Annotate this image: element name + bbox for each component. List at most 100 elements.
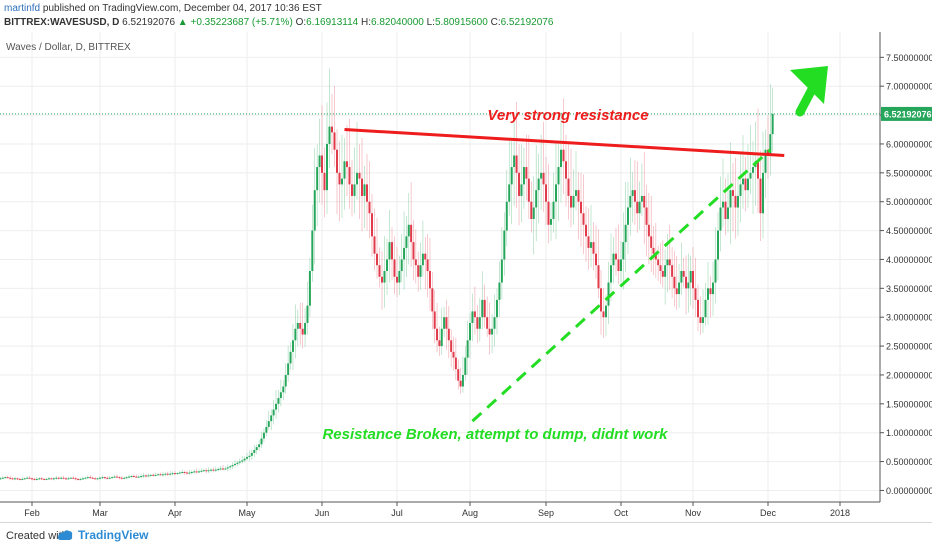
- candle-body: [440, 328, 443, 347]
- candle-body: [702, 317, 704, 323]
- candle-body: [289, 351, 292, 364]
- candle-body: [193, 471, 196, 473]
- candle-body: [682, 271, 685, 277]
- candle-body: [762, 172, 764, 214]
- candle-body: [417, 265, 420, 277]
- candle-body: [654, 253, 657, 260]
- candle-body: [65, 478, 67, 480]
- candle-body: [48, 478, 50, 480]
- candle-body: [125, 477, 128, 479]
- candle-body: [575, 190, 577, 196]
- candle-body: [481, 299, 484, 318]
- candle-body: [157, 474, 160, 476]
- candle-body: [386, 259, 388, 271]
- candle-body: [60, 477, 63, 479]
- candle-body: [678, 282, 681, 295]
- footer-bar: Created with TradingView: [0, 522, 932, 551]
- gridlines: [0, 32, 880, 502]
- candle-body: [522, 167, 525, 185]
- candle-body: [557, 167, 560, 185]
- candle-body: [673, 276, 676, 289]
- time-tick-label: Dec: [760, 508, 777, 518]
- candle-body: [640, 195, 643, 202]
- candle-body: [253, 450, 256, 453]
- price-axis[interactable]: 7.500000007.000000006.500000006.00000000…: [879, 32, 932, 502]
- candle-body: [82, 478, 84, 480]
- candle-body: [476, 317, 479, 329]
- candle-body: [469, 322, 471, 341]
- candle-body: [338, 172, 341, 185]
- candle-body: [108, 477, 111, 479]
- candle-body: [6, 477, 9, 479]
- candle-body: [299, 322, 302, 329]
- candle-body: [77, 478, 80, 480]
- candle-body: [545, 184, 547, 202]
- candle-body: [9, 477, 12, 479]
- candle-body: [732, 190, 734, 196]
- candle-body: [759, 178, 762, 214]
- candle-body: [391, 242, 393, 260]
- candle-body: [246, 456, 248, 459]
- candle-body: [275, 403, 278, 410]
- candle-body: [11, 478, 14, 480]
- candle-body: [712, 282, 714, 295]
- ohlc-line: BITTREX:WAVESUSD, D 6.52192076 ▲ +0.3522…: [4, 17, 553, 28]
- candle-body: [18, 478, 21, 480]
- time-axis[interactable]: Feb Mar Apr May Jun Jul Aug Sep Oct Nov Dec 2018: [0, 501, 880, 518]
- candle-body: [142, 475, 145, 477]
- time-tick-label: Nov: [685, 508, 702, 518]
- candle-body: [513, 155, 516, 168]
- candle-body: [436, 328, 439, 341]
- candle-body: [262, 432, 265, 439]
- candle-body: [410, 224, 413, 243]
- candle-body: [610, 265, 612, 283]
- high-value: 6.82040000: [371, 17, 424, 28]
- candle-body: [279, 392, 282, 399]
- candle-body: [426, 259, 429, 271]
- candle-body: [255, 447, 258, 451]
- candle-body: [62, 477, 65, 479]
- price-chart[interactable]: 7.500000007.000000006.500000006.00000000…: [0, 32, 932, 522]
- candle-body: [461, 374, 464, 387]
- candle-body: [510, 167, 513, 185]
- candle-body: [132, 476, 135, 478]
- candle-body: [166, 473, 169, 475]
- candle-body: [697, 299, 699, 318]
- candle-body: [323, 172, 326, 191]
- candle-body: [318, 155, 321, 168]
- candle-body: [207, 470, 210, 472]
- candle-body: [666, 259, 669, 266]
- trend-line: [471, 148, 772, 423]
- last-price-label: 6.52192076: [884, 109, 932, 119]
- candle-body: [186, 472, 188, 474]
- low-value: 5.80915600: [434, 17, 488, 28]
- candle-body: [72, 477, 75, 479]
- candle-body: [590, 242, 592, 248]
- candle-body: [570, 195, 572, 208]
- candle-body: [241, 460, 244, 462]
- candle-body: [508, 184, 511, 202]
- candle-body: [552, 201, 555, 220]
- candle-body: [612, 253, 615, 266]
- candle-body: [183, 471, 186, 473]
- candle-body: [214, 469, 217, 471]
- price-tick-label: 3.00000000: [886, 313, 932, 323]
- candle-body: [739, 184, 742, 196]
- candle-body: [43, 478, 46, 480]
- price-tick-label: 0.50000000: [886, 457, 932, 467]
- candle-body: [366, 184, 368, 202]
- candle-body: [515, 155, 518, 173]
- author-link[interactable]: martinfd: [4, 3, 41, 14]
- candle-body: [265, 426, 268, 433]
- time-tick-label: Mar: [92, 508, 108, 518]
- candle-body: [532, 207, 535, 220]
- created-with-text: Created with: [6, 530, 68, 542]
- tradingview-brand[interactable]: TradingView: [78, 528, 149, 542]
- candle-body: [306, 305, 309, 323]
- candle-body: [67, 478, 70, 480]
- candle-body: [200, 470, 203, 472]
- candle-body: [457, 369, 460, 381]
- candle-body: [685, 276, 688, 289]
- candle-body: [393, 259, 396, 277]
- chart-area[interactable]: 7.500000007.000000006.500000006.00000000…: [0, 32, 932, 522]
